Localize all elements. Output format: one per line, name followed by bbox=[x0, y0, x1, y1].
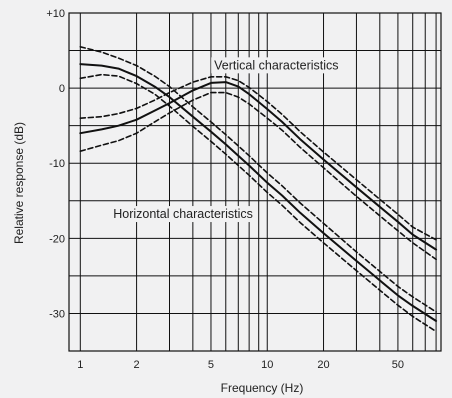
y-tick-label: -20 bbox=[49, 233, 65, 245]
annotations: Vertical characteristics Horizontal chara… bbox=[110, 57, 342, 223]
annotation-text: Vertical characteristics bbox=[214, 58, 338, 72]
x-tick-label: 2 bbox=[134, 359, 140, 371]
series-group bbox=[79, 45, 438, 333]
series-line-5 bbox=[79, 45, 437, 313]
y-tick-label: -10 bbox=[49, 158, 65, 170]
annotation-text: Horizontal characteristics bbox=[113, 207, 253, 221]
y-tick-label: +10 bbox=[46, 8, 65, 20]
series-line-1 bbox=[79, 81, 438, 251]
annotation-bg bbox=[110, 206, 256, 223]
annotation-bg bbox=[211, 57, 342, 74]
y-tick-label: 0 bbox=[59, 83, 65, 95]
annotation-1: Vertical characteristics bbox=[211, 57, 342, 74]
annotation-2: Horizontal characteristics bbox=[110, 206, 256, 223]
tick-labels: 1 2 5 10 20 50 +10 0 -10 -20 -30 bbox=[46, 8, 404, 371]
x-tick-label: 1 bbox=[77, 359, 83, 371]
series-line-3 bbox=[79, 91, 437, 261]
plot-frame bbox=[68, 12, 442, 352]
series-line-4 bbox=[79, 63, 438, 322]
y-axis-title: Relative response (dB) bbox=[12, 122, 26, 244]
y-tick-label: -30 bbox=[49, 308, 65, 320]
series-line-2 bbox=[79, 76, 437, 241]
x-tick-label: 10 bbox=[261, 359, 273, 371]
x-tick-label: 5 bbox=[208, 359, 214, 371]
x-tick-label: 50 bbox=[392, 359, 404, 371]
series-line-6 bbox=[79, 73, 437, 333]
x-axis-title: Frequency (Hz) bbox=[221, 381, 304, 395]
x-tick-label: 20 bbox=[317, 359, 329, 371]
